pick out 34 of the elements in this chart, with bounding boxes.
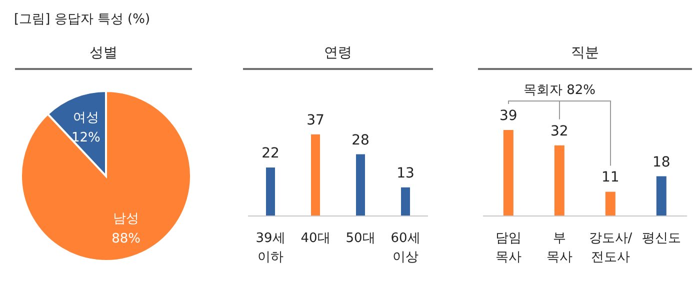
text: [그림] 응답자 특성 (%) xyxy=(14,11,150,28)
chart-title: 직분 xyxy=(478,42,692,70)
data-label: 32 xyxy=(550,123,568,140)
bar xyxy=(605,192,616,216)
pie-slice xyxy=(20,90,192,262)
x-tick-label: 평신도 xyxy=(642,231,681,246)
bar xyxy=(554,145,564,216)
bar xyxy=(503,130,514,216)
bar xyxy=(311,134,320,216)
chart-title: 성별 xyxy=(15,42,192,70)
x-tick-label: 39세 이하 xyxy=(256,231,286,265)
text: 목회자 82% xyxy=(523,83,596,98)
data-label: 22 xyxy=(262,145,280,162)
x-tick-label: 50대 xyxy=(346,231,376,246)
x-tick-label: 60세 이상 xyxy=(390,231,420,265)
data-label: 11 xyxy=(601,170,620,186)
data-label: 39 xyxy=(499,108,518,124)
x-tick-label: 강도사/ 전도사 xyxy=(588,231,633,265)
slice-label: 여성 xyxy=(72,110,99,126)
data-label: 28 xyxy=(352,132,370,148)
bar xyxy=(401,187,410,216)
data-label: 37 xyxy=(306,112,324,128)
x-tick-label: 담임 목사 xyxy=(496,231,522,265)
bar xyxy=(656,176,666,216)
x-tick-label: 40대 xyxy=(300,231,330,246)
chart-title: 연령 xyxy=(243,42,433,70)
bar xyxy=(266,167,275,216)
data-label: 88% xyxy=(112,232,140,247)
bar xyxy=(356,154,365,216)
slice-label: 남성 xyxy=(113,212,140,227)
data-label: 18 xyxy=(652,154,670,170)
data-label: 13 xyxy=(396,165,414,182)
data-label: 12% xyxy=(72,130,100,146)
x-tick-label: 부 목사 xyxy=(546,231,572,265)
